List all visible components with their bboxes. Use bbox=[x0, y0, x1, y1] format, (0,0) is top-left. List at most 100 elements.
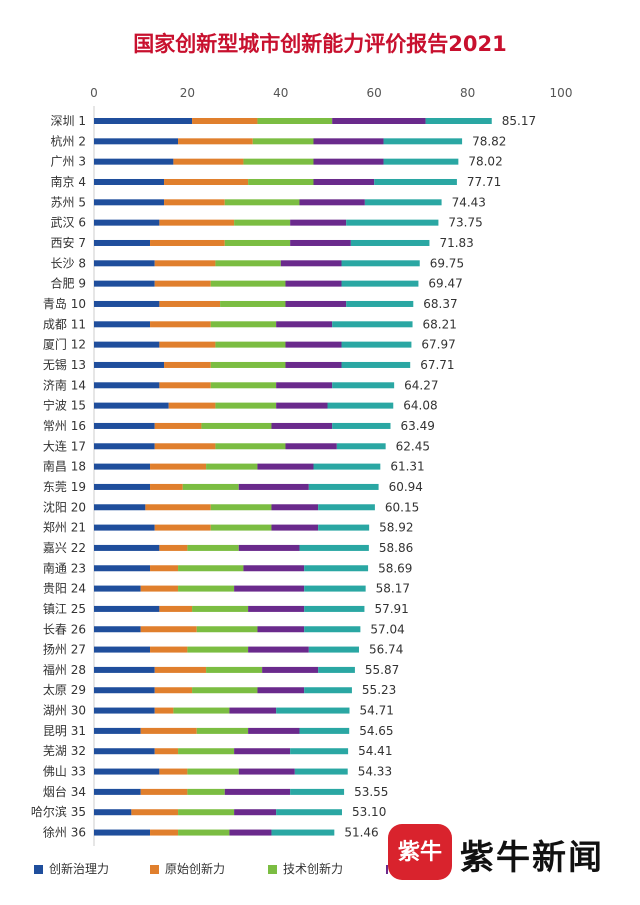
bar-segment bbox=[94, 829, 151, 836]
legend-label: 原始创新力 bbox=[165, 862, 226, 876]
bar-segment bbox=[285, 280, 342, 287]
bar-segment bbox=[327, 402, 394, 409]
category-label: 哈尔滨 35 bbox=[31, 804, 86, 819]
bar-segment bbox=[290, 748, 349, 755]
bar-segment bbox=[215, 443, 286, 450]
bar-segment bbox=[94, 422, 155, 429]
legend-item: 创新治理力 bbox=[34, 860, 109, 877]
bar-segment bbox=[154, 260, 216, 267]
chart-title: 国家创新型城市创新能力评价报告2021 bbox=[133, 32, 507, 56]
bar-segment bbox=[145, 504, 211, 511]
bar-segment bbox=[150, 463, 207, 470]
bar-segment bbox=[220, 300, 286, 307]
bar-segment bbox=[341, 341, 412, 348]
logo-badge: 紫牛 bbox=[388, 824, 452, 880]
value-label: 58.69 bbox=[378, 561, 412, 575]
bar-segment bbox=[94, 585, 141, 592]
category-label: 太原 29 bbox=[43, 682, 86, 697]
bar-segment bbox=[215, 341, 286, 348]
value-label: 64.27 bbox=[404, 378, 438, 392]
bar-segment bbox=[178, 138, 253, 145]
bar-segment bbox=[313, 158, 384, 165]
category-label: 东莞 19 bbox=[43, 480, 86, 494]
value-label: 78.82 bbox=[472, 134, 506, 148]
bar-segment bbox=[285, 300, 347, 307]
bar-segment bbox=[150, 829, 179, 836]
bar-segment bbox=[215, 402, 277, 409]
bar-segment bbox=[94, 646, 151, 653]
bar-segment bbox=[94, 768, 160, 775]
value-label: 54.41 bbox=[358, 744, 392, 758]
bar-segment bbox=[94, 565, 151, 572]
bar-segment bbox=[248, 727, 300, 734]
bar-segment bbox=[94, 524, 155, 531]
bar-segment bbox=[215, 260, 281, 267]
bar-segment bbox=[187, 788, 225, 795]
bar-segment bbox=[308, 646, 359, 653]
bar-segment bbox=[206, 666, 263, 673]
bar-segment bbox=[178, 585, 235, 592]
bar-segment bbox=[285, 361, 342, 368]
category-label: 济南 14 bbox=[43, 377, 86, 392]
value-label: 85.17 bbox=[502, 114, 536, 128]
bar-segment bbox=[94, 341, 160, 348]
bar-segment bbox=[257, 463, 314, 470]
legend-item: 技术创新力 bbox=[268, 860, 343, 877]
value-label: 55.87 bbox=[365, 663, 399, 677]
bar-segment bbox=[290, 788, 345, 795]
value-label: 58.86 bbox=[379, 541, 413, 555]
bar-segment bbox=[210, 382, 277, 389]
bar-segment bbox=[276, 707, 350, 714]
bar-segment bbox=[159, 300, 221, 307]
bar-segment bbox=[192, 118, 258, 124]
bar-segment bbox=[262, 666, 319, 673]
bar-segment bbox=[304, 585, 366, 592]
bar-segment bbox=[229, 829, 272, 836]
bar-segment bbox=[94, 687, 155, 694]
value-label: 60.94 bbox=[389, 480, 423, 494]
bar-segment bbox=[318, 524, 370, 531]
bar-segment bbox=[276, 402, 328, 409]
legend-swatch bbox=[34, 865, 43, 874]
bar-segment bbox=[276, 382, 333, 389]
bar-segment bbox=[350, 239, 430, 246]
bar-segment bbox=[313, 463, 381, 470]
category-label: 武汉 6 bbox=[51, 216, 86, 230]
value-label: 53.10 bbox=[352, 805, 386, 819]
bar-segment bbox=[94, 382, 160, 389]
bar-segment bbox=[178, 829, 230, 836]
category-label: 深圳 1 bbox=[51, 114, 86, 128]
legend-item: 原始创新力 bbox=[150, 860, 225, 877]
bar-segment bbox=[140, 788, 188, 795]
bar-segment bbox=[164, 361, 211, 368]
bar-segment bbox=[280, 260, 342, 267]
bar-segment bbox=[318, 504, 375, 511]
bar-segment bbox=[94, 199, 165, 206]
value-label: 60.15 bbox=[385, 500, 419, 514]
bar-segment bbox=[154, 443, 216, 450]
bar-segment bbox=[159, 219, 235, 226]
bar-segment bbox=[318, 666, 355, 673]
bar-segment bbox=[168, 402, 216, 409]
bar-segment bbox=[94, 504, 146, 511]
bar-segment bbox=[94, 443, 155, 450]
bar-segment bbox=[131, 809, 179, 816]
category-label: 南昌 18 bbox=[43, 459, 86, 474]
category-label: 镇江 25 bbox=[43, 602, 86, 616]
category-label: 长沙 8 bbox=[51, 256, 86, 270]
bar-segment bbox=[159, 341, 216, 348]
bar-segment bbox=[159, 605, 193, 612]
bar-segment bbox=[210, 280, 286, 287]
bar-segment bbox=[234, 809, 277, 816]
value-label: 77.71 bbox=[467, 175, 501, 189]
bar-segment bbox=[178, 809, 235, 816]
bar-segment bbox=[304, 565, 369, 572]
category-label: 合肥 9 bbox=[51, 276, 86, 291]
value-label: 58.17 bbox=[376, 582, 410, 596]
bar-segment bbox=[94, 605, 160, 612]
value-label: 54.33 bbox=[358, 765, 392, 779]
bar-segment bbox=[383, 158, 459, 165]
value-label: 67.97 bbox=[421, 338, 455, 352]
bar-segment bbox=[271, 829, 335, 836]
